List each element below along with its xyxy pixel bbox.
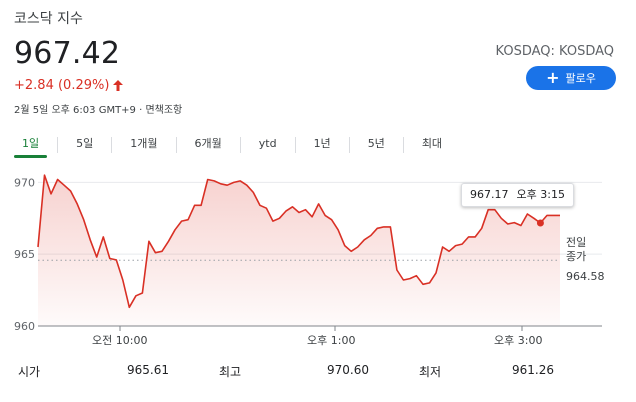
hover-marker — [536, 219, 544, 227]
x-tick-label: 오후 3:00 — [494, 334, 542, 347]
tab-separator — [239, 137, 241, 153]
stat-value-low: 961.26 — [512, 363, 554, 377]
plus-icon: + — [546, 68, 560, 87]
page-title: 코스닥 지수 — [14, 11, 83, 27]
follow-button[interactable]: + 팔로우 — [526, 66, 616, 90]
stat-label-high: 최고 — [219, 365, 242, 379]
previous-close-label-line1: 전일 — [566, 236, 587, 249]
y-tick-label: 960 — [14, 320, 35, 333]
stat-value-high: 970.60 — [327, 363, 369, 377]
tab-range-7[interactable]: 최대 — [421, 137, 443, 150]
tab-range-4[interactable]: ytd — [258, 137, 277, 150]
chart-tooltip: 967.17 오후 3:15 — [461, 183, 574, 207]
price-change-text: +2.84 (0.29%) — [14, 78, 110, 93]
tooltip-value: 967.17 — [470, 188, 509, 201]
exchange-label: KOSDAQ: KOSDAQ — [495, 44, 614, 59]
tab-separator — [402, 137, 404, 153]
tab-range-3[interactable]: 6개월 — [194, 137, 222, 150]
current-price: 967.42 — [14, 36, 121, 71]
tab-separator — [175, 137, 177, 153]
x-tick-label: 오전 10:00 — [92, 334, 147, 347]
tab-separator — [111, 137, 113, 153]
tab-range-2[interactable]: 1개월 — [130, 137, 158, 150]
tab-range-0[interactable]: 1일 — [14, 134, 48, 158]
previous-close-value: 964.58 — [566, 270, 605, 283]
range-tabs: 1일 5일 1개월 6개월 ytd 1년 5년 최대 — [14, 134, 450, 158]
tab-separator — [294, 137, 296, 153]
previous-close-label: 전일 종가 — [566, 236, 586, 264]
price-change: +2.84 (0.29%) — [14, 78, 124, 93]
tab-separator — [348, 137, 350, 153]
y-tick-label: 965 — [14, 248, 35, 261]
follow-label: 팔로우 — [565, 72, 596, 85]
stat-label-open: 시가 — [18, 365, 41, 379]
tab-range-6[interactable]: 5년 — [367, 137, 385, 150]
tab-range-5[interactable]: 1년 — [313, 137, 331, 150]
tab-range-1[interactable]: 5일 — [76, 137, 94, 150]
x-tick-label: 오후 1:00 — [307, 334, 355, 347]
stat-label-low: 최저 — [419, 365, 442, 379]
tooltip-time: 오후 3:15 — [516, 188, 565, 201]
timestamp-disclaimer: 2월 5일 오후 6:03 GMT+9 · 면책조항 — [14, 105, 183, 116]
stat-value-open: 965.61 — [127, 363, 169, 377]
arrow-up-icon — [113, 80, 124, 91]
y-tick-label: 970 — [14, 176, 35, 189]
tab-separator — [57, 137, 59, 153]
previous-close-label-line2: 종가 — [566, 250, 587, 263]
price-series-line — [37, 174, 560, 309]
chart-area-fill — [38, 175, 560, 326]
